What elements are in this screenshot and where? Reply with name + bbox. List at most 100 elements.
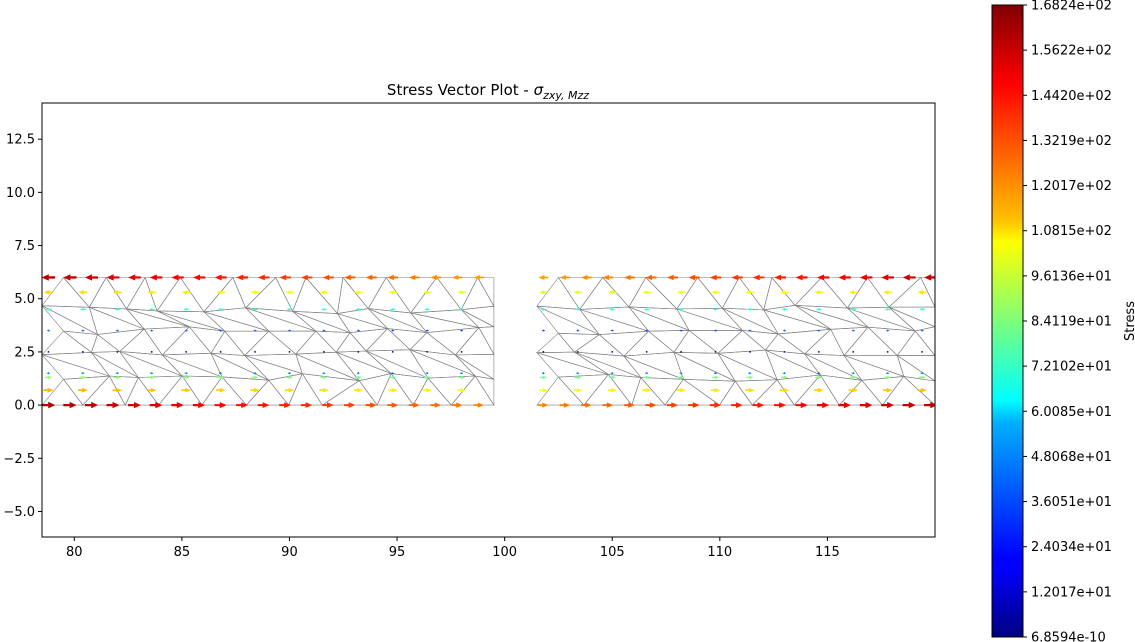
stress-vector xyxy=(540,375,547,380)
stress-vector xyxy=(779,388,789,393)
stress-vector xyxy=(78,387,88,393)
mesh-triangle xyxy=(337,308,389,330)
stress-vector xyxy=(774,274,786,281)
mesh-triangle xyxy=(598,330,650,357)
stress-vector xyxy=(114,307,121,311)
mesh-triangle xyxy=(763,309,831,335)
triangle-mesh xyxy=(42,276,935,407)
colorbar-tick-label: 1.4420e+02 xyxy=(1031,89,1112,104)
y-tick-label: −2.5 xyxy=(3,452,35,467)
stress-vector xyxy=(181,290,191,295)
stress-vector xyxy=(849,375,857,380)
mesh-triangle xyxy=(90,334,121,353)
stress-vector xyxy=(458,308,465,311)
stress-vector xyxy=(84,401,99,409)
mesh-triangle xyxy=(335,332,367,353)
stress-vector xyxy=(183,307,190,311)
stress-vector xyxy=(608,290,617,295)
stress-vector xyxy=(782,329,786,332)
stress-vector xyxy=(112,290,122,295)
stress-vector xyxy=(541,372,545,375)
mesh-triangle xyxy=(337,276,369,314)
stress-vector xyxy=(745,290,755,295)
chart-title-subscript: zxy, Mzz xyxy=(542,89,589,102)
stress-vector xyxy=(714,329,717,332)
mesh-triangle xyxy=(224,330,270,356)
mesh-triangle xyxy=(557,374,610,406)
mesh-triangle xyxy=(88,276,128,310)
mesh-triangle xyxy=(367,276,412,314)
stress-vector xyxy=(321,308,327,311)
stress-vector xyxy=(576,372,580,375)
stress-vector xyxy=(219,351,222,353)
stress-vector xyxy=(678,308,684,311)
stress-vector xyxy=(389,375,397,380)
stress-vector xyxy=(149,274,163,281)
stress-vector xyxy=(422,388,432,393)
stress-vector xyxy=(128,274,141,281)
mesh-triangle xyxy=(838,379,884,406)
stress-vector xyxy=(711,290,720,295)
x-tick-label: 105 xyxy=(600,545,625,560)
mesh-triangle xyxy=(764,349,822,381)
stress-vector xyxy=(319,388,329,393)
mesh-triangle xyxy=(847,306,916,332)
y-axis: −5.0 −2.5 0.0 2.5 5.0 7.5 10.0 12.5 xyxy=(3,133,42,520)
mesh-triangle xyxy=(295,330,337,355)
mesh-triangle xyxy=(794,305,869,328)
y-tick-label: 7.5 xyxy=(14,239,35,254)
stress-vector xyxy=(817,372,821,375)
mesh-triangle xyxy=(718,380,753,406)
stress-vector xyxy=(642,388,652,393)
stress-vector xyxy=(920,372,924,375)
mesh-triangle xyxy=(888,306,935,328)
stress-vector xyxy=(184,372,188,375)
stress-vector xyxy=(611,351,614,353)
y-tick-label: 12.5 xyxy=(6,133,35,148)
stress-vector xyxy=(859,274,873,281)
stress-vector xyxy=(79,307,86,311)
mesh-triangle xyxy=(751,379,795,406)
x-tick-label: 85 xyxy=(174,545,191,560)
stress-vector xyxy=(886,329,890,332)
stress-vector xyxy=(643,308,650,311)
stress-vector xyxy=(559,275,570,280)
x-tick-label: 115 xyxy=(815,545,840,560)
stress-vector xyxy=(917,387,927,393)
stress-vector xyxy=(253,329,257,332)
mesh-triangle xyxy=(578,308,649,335)
mesh-triangle xyxy=(579,277,630,310)
stress-vector xyxy=(192,402,206,409)
mesh-triangle xyxy=(42,352,111,377)
stress-vector xyxy=(171,274,184,281)
mesh-triangle xyxy=(244,355,303,381)
stress-vector xyxy=(902,274,916,281)
stress-vector xyxy=(709,274,722,281)
stress-vector xyxy=(250,290,260,295)
stress-vector xyxy=(288,351,291,353)
stress-vector xyxy=(608,375,616,380)
stress-vector xyxy=(85,274,98,281)
mesh-triangle xyxy=(427,375,476,406)
chart-title-sigma: σ xyxy=(534,81,544,99)
mesh-triangle xyxy=(738,277,773,311)
stress-vector xyxy=(816,402,830,409)
stress-vector xyxy=(45,307,52,311)
stress-vector xyxy=(354,375,362,380)
stress-vector xyxy=(365,402,377,408)
mesh-triangle xyxy=(722,307,779,335)
stress-vector xyxy=(645,372,649,375)
stress-vector xyxy=(426,351,429,353)
mesh-triangle xyxy=(536,332,576,354)
stress-vector xyxy=(430,274,441,280)
plot-frame xyxy=(41,102,936,538)
mesh-triangle xyxy=(409,312,479,333)
stress-vector xyxy=(112,387,123,393)
stress-vector xyxy=(666,402,679,408)
colorbar xyxy=(991,4,1024,638)
stress-vector xyxy=(886,351,889,353)
chart-title: Stress Vector Plot - σzxy, Mzz xyxy=(387,81,589,102)
stress-vector xyxy=(46,372,51,375)
stress-vector xyxy=(115,329,119,332)
stress-vector xyxy=(184,329,188,332)
